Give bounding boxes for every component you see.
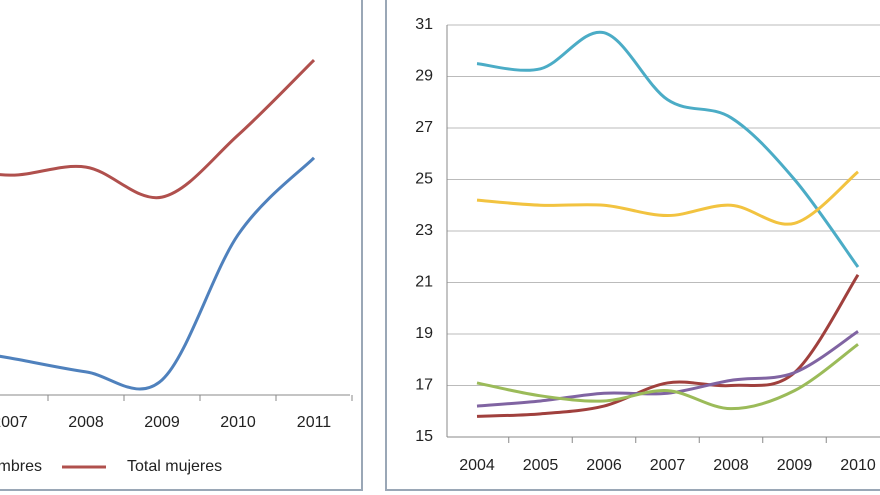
series-line <box>476 170 859 226</box>
y-tick-label: 31 <box>415 16 433 33</box>
y-tick-label: 19 <box>415 325 433 342</box>
y-tick-label: 23 <box>415 222 433 239</box>
series-line <box>0 58 316 200</box>
y-tick-label: 15 <box>415 428 433 445</box>
x-tick-label: 2004 <box>459 457 495 474</box>
x-tick-label: 2010 <box>220 414 256 431</box>
left-panel <box>0 0 363 491</box>
series-line <box>0 156 316 391</box>
y-tick-label: 29 <box>415 68 433 85</box>
y-tick-label: 27 <box>415 119 433 136</box>
series-line <box>476 30 860 268</box>
series-line <box>476 330 859 408</box>
x-tick-label: 2009 <box>144 414 180 431</box>
x-tick-label: 2010 <box>840 457 876 474</box>
legend-label: Total hombres <box>0 458 42 475</box>
x-tick-label: 2007 <box>0 414 28 431</box>
y-tick-label: 17 <box>415 377 433 394</box>
x-tick-label: 2006 <box>586 457 622 474</box>
right-panel <box>385 0 880 491</box>
legend-label: Total mujeres <box>127 458 222 475</box>
y-tick-label: 25 <box>415 171 433 188</box>
series-line <box>476 273 860 418</box>
x-tick-label: 2008 <box>713 457 749 474</box>
y-tick-label: 21 <box>415 274 433 291</box>
x-tick-label: 2007 <box>650 457 686 474</box>
x-tick-label: 2011 <box>297 414 332 431</box>
series-line <box>476 343 859 411</box>
x-tick-label: 2008 <box>68 414 104 431</box>
x-tick-label: 2005 <box>523 457 559 474</box>
x-tick-label: 2009 <box>777 457 813 474</box>
